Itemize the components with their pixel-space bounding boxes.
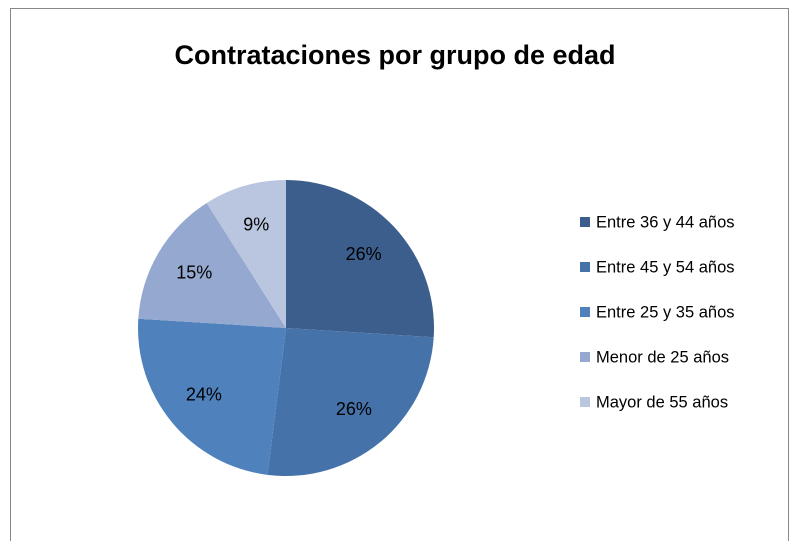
legend-swatch [580,397,590,407]
legend-label: Menor de 25 años [596,348,729,366]
data-label: 24% [186,385,222,405]
legend-label: Entre 45 y 54 años [596,258,735,276]
data-label: 9% [243,214,269,234]
pie-slice [138,203,286,328]
data-label: 26% [346,244,382,264]
data-label: 15% [176,263,212,283]
pie-slice [138,318,286,475]
data-label: 26% [336,399,372,419]
legend-swatch [580,217,590,227]
pie-slice [206,180,286,328]
legend-swatch [580,307,590,317]
legend-swatch [580,262,590,272]
chart-title: Contrataciones por grupo de edad [174,40,615,70]
legend-label: Mayor de 55 años [596,393,728,411]
legend-label: Entre 25 y 35 años [596,303,735,321]
pie-slice [267,328,434,477]
legend-label: Entre 36 y 44 años [596,213,735,231]
legend-swatch [580,352,590,362]
pie-slice [286,180,434,338]
